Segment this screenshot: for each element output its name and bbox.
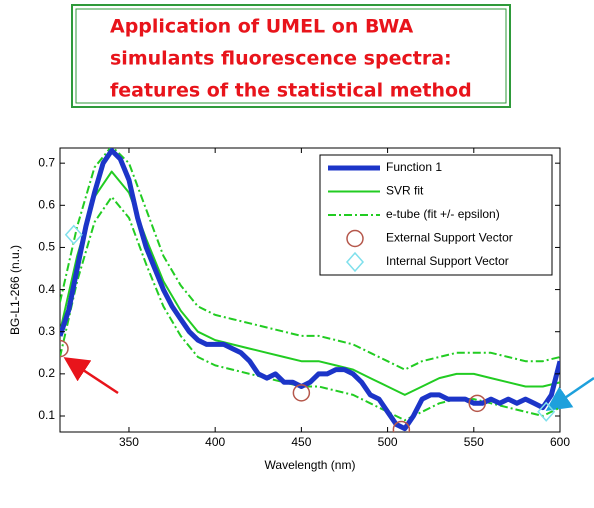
slide-title: simulants fluorescence spectra: [110, 48, 452, 70]
legend-label: Function 1 [386, 160, 442, 174]
y-tick-label: 0.4 [38, 282, 55, 296]
legend-label: e-tube (fit +/- epsilon) [386, 207, 500, 221]
support-vector [64, 224, 83, 245]
y-tick-label: 0.6 [38, 197, 55, 211]
x-tick-label: 400 [205, 435, 225, 449]
y-tick-label: 0.1 [38, 408, 55, 422]
line-series [60, 148, 560, 432]
slide-title: Application of UMEL on BWA [110, 16, 414, 38]
arrow [545, 376, 594, 412]
legend-label: Internal Support Vector [386, 254, 509, 268]
slide-title: features of the statistical method [110, 80, 472, 102]
y-axis-title: BG-L1-266 (n.u.) [8, 245, 22, 335]
title-box [71, 4, 511, 108]
legend: Function 1 SVR fit e-tube (fit +/- epsilon… [319, 154, 553, 276]
y-tick-label: 0.2 [38, 366, 55, 380]
plot-content [60, 148, 560, 432]
y-tick-label: 0.7 [38, 155, 55, 169]
support-vector [392, 420, 411, 432]
legend-label: External Support Vector [386, 231, 513, 245]
line-series [60, 195, 560, 422]
y-tick-label: 0.3 [38, 324, 55, 338]
x-tick-label: 450 [291, 435, 311, 449]
support-vector [292, 384, 311, 402]
line-series [60, 148, 560, 371]
support-vector [537, 401, 556, 422]
support-vector [345, 251, 365, 273]
legend-label: SVR fit [386, 184, 424, 198]
x-tick-label: 600 [550, 435, 570, 449]
x-tick-label: 500 [378, 435, 398, 449]
x-tick-label: 350 [119, 435, 139, 449]
support-vector [468, 394, 486, 413]
support-vector [346, 229, 364, 248]
legend-box [319, 154, 553, 276]
support-vector [60, 339, 69, 358]
x-tick-label: 550 [464, 435, 484, 449]
title-box-inner [75, 8, 507, 104]
x-axis-title: Wavelength (nm) [265, 458, 356, 472]
y-tick-label: 0.5 [38, 240, 55, 254]
arrow [63, 357, 119, 395]
